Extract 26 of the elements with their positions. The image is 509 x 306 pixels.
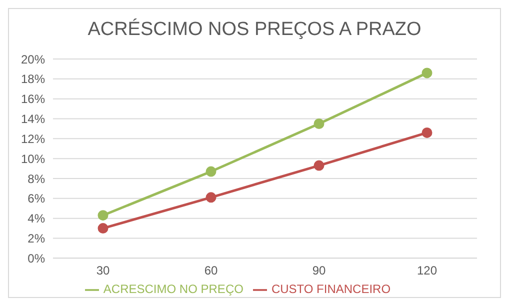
- point: [98, 210, 108, 221]
- x-tick-label: 120: [416, 264, 438, 278]
- x-tick-label: 90: [312, 264, 326, 278]
- x-tick-label: 60: [204, 264, 218, 278]
- legend-label: ACRESCIMO NO PREÇO: [103, 282, 244, 296]
- chart-title: ACRÉSCIMO NOS PREÇOS A PRAZO: [86, 18, 422, 42]
- y-tick-label: 14%: [20, 112, 46, 126]
- point: [98, 223, 108, 234]
- point: [422, 68, 432, 78]
- y-tick-label: 4%: [28, 212, 46, 226]
- y-tick-label: 18%: [20, 72, 46, 86]
- y-tick-label: 16%: [20, 92, 46, 106]
- legend-label: CUSTO FINANCEIRO: [271, 282, 391, 296]
- point: [206, 192, 216, 203]
- y-tick-label: 10%: [20, 152, 46, 166]
- x-tick-label: 30: [96, 264, 110, 278]
- y-tick-label: 12%: [20, 132, 46, 146]
- point: [314, 118, 324, 129]
- y-tick-label: 2%: [28, 232, 46, 246]
- point: [422, 127, 432, 138]
- y-tick-label: 20%: [20, 52, 46, 66]
- y-tick-label: 6%: [28, 192, 46, 206]
- point: [206, 166, 216, 177]
- y-tick-label: 8%: [28, 172, 46, 186]
- point: [314, 160, 324, 171]
- y-tick-label: 0%: [28, 251, 46, 266]
